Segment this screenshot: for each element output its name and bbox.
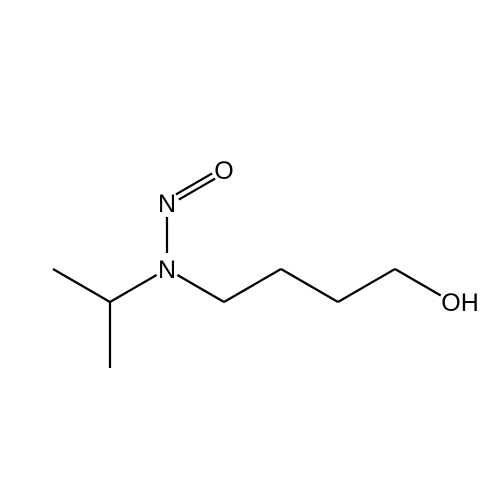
bond — [53, 269, 110, 302]
bond — [224, 269, 281, 302]
atom-label-n1: N — [158, 256, 176, 284]
bond — [281, 269, 338, 302]
bond — [110, 275, 157, 302]
atom-label-n2: N — [158, 190, 176, 218]
atom-label-o1: O — [214, 157, 233, 185]
bond — [177, 275, 224, 302]
molecule-diagram: N N O OH — [0, 0, 500, 500]
bond — [395, 269, 441, 295]
bond — [338, 269, 395, 302]
atom-label-o2: OH — [441, 289, 479, 317]
